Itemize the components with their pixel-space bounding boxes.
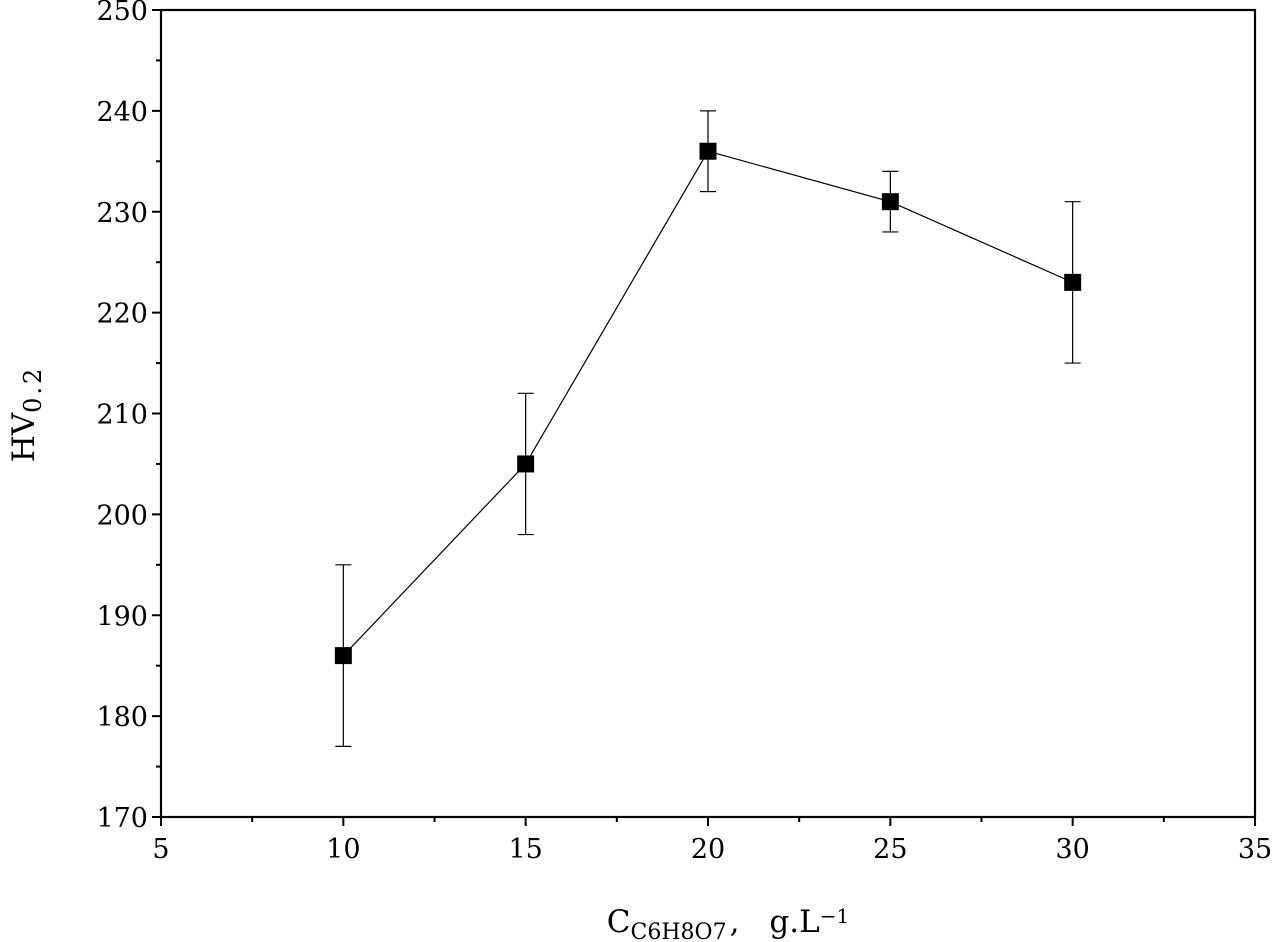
x-axis-title-main: C	[607, 904, 631, 940]
y-tick-label: 200	[96, 500, 148, 531]
y-tick-label: 230	[96, 198, 148, 229]
data-point-marker	[881, 193, 899, 211]
data-point-marker	[517, 455, 535, 473]
y-tick-label: 180	[96, 702, 148, 733]
y-axis-title-main: HV	[6, 412, 42, 462]
x-tick-label: 15	[508, 834, 542, 865]
series-line	[342, 150, 1073, 657]
data-point-marker	[334, 647, 352, 665]
y-axis-title-subscript: 0.2	[19, 366, 47, 413]
y-tick-label: 190	[96, 601, 148, 632]
x-axis-title-subscript: C6H8O7	[631, 920, 727, 942]
y-tick-label: 220	[96, 299, 148, 330]
x-tick-label: 30	[1055, 834, 1089, 865]
error-bars	[335, 110, 1081, 747]
x-axis-title-separator: ,	[730, 904, 740, 940]
x-axis-title: CC6H8O7, g.L−1	[607, 904, 849, 942]
y-tick-label: 170	[96, 803, 148, 834]
x-axis-title-unit: g.L	[769, 904, 819, 940]
x-axis-ticks: 5 10 15 20 25 30 35	[152, 817, 1272, 865]
x-axis-title-superscript: −1	[820, 904, 849, 928]
data-point-marker	[1064, 273, 1082, 291]
data-point-marker	[699, 142, 717, 160]
y-tick-label: 250	[96, 0, 148, 27]
x-tick-label: 20	[691, 834, 725, 865]
x-tick-label: 25	[873, 834, 907, 865]
y-axis-title: HV0.2	[6, 366, 47, 463]
y-axis-ticks: 170 180 190 200 210 220 230 240 250	[96, 0, 161, 834]
data-markers	[334, 142, 1082, 665]
y-tick-label: 210	[96, 400, 148, 431]
y-tick-label: 240	[96, 97, 148, 128]
x-tick-label: 10	[326, 834, 360, 865]
x-tick-label: 35	[1238, 834, 1272, 865]
x-tick-label: 5	[152, 834, 169, 865]
